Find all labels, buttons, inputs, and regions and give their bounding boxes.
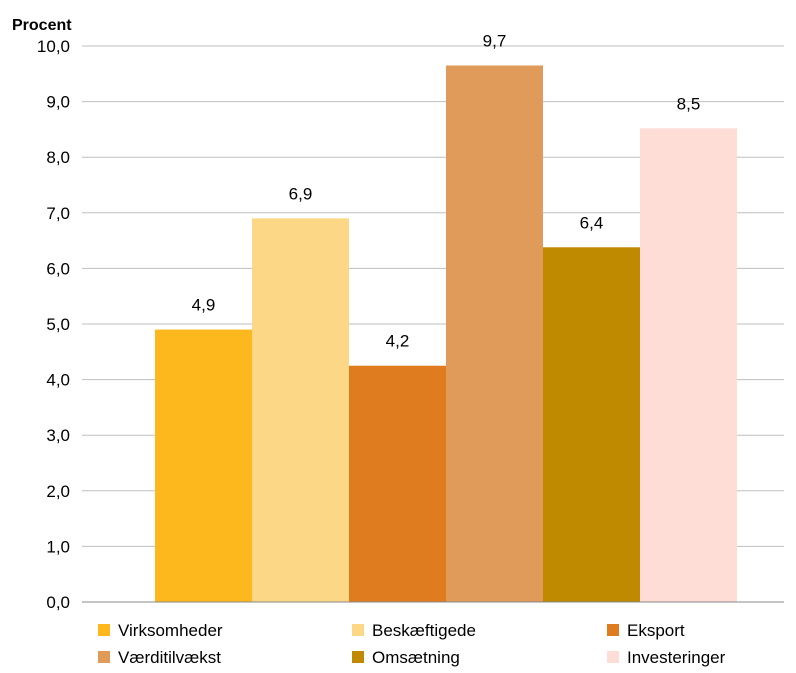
legend-swatch — [352, 651, 364, 663]
data-label: 6,4 — [580, 213, 604, 232]
data-labels: 4,9 6,9 4,2 9,7 6,4 8,5 — [192, 31, 701, 350]
data-label: 4,9 — [192, 296, 216, 315]
legend-swatch — [98, 651, 110, 663]
legend-label: Værditilvækst — [118, 648, 221, 667]
y-tick-label: 3,0 — [46, 426, 70, 445]
bar-værditilvækst — [446, 65, 543, 602]
legend-label: Omsætning — [372, 648, 460, 667]
bar-virksomheder — [155, 329, 252, 602]
data-label: 8,5 — [677, 94, 701, 113]
legend-label: Beskæftigede — [372, 621, 476, 640]
y-tick-label: 5,0 — [46, 315, 70, 334]
legend-swatch — [607, 651, 619, 663]
y-tick-label: 1,0 — [46, 537, 70, 556]
data-label: 9,7 — [483, 31, 507, 50]
legend-label: Eksport — [627, 621, 685, 640]
y-axis-ticks: 0,0 1,0 2,0 3,0 4,0 5,0 6,0 7,0 8,0 9,0 10,0 — [37, 37, 70, 612]
y-axis-label: Procent — [12, 17, 72, 34]
y-tick-label: 4,0 — [46, 371, 70, 390]
legend: Virksomheder Beskæftigede Eksport Værditilv… — [98, 621, 726, 667]
legend-swatch — [607, 624, 619, 636]
legend-label: Investeringer — [627, 648, 726, 667]
legend-swatch — [352, 624, 364, 636]
bar-omsætning — [543, 247, 640, 602]
y-tick-label: 9,0 — [46, 93, 70, 112]
legend-swatch — [98, 624, 110, 636]
bar-beskæftigede — [252, 218, 349, 603]
bar-eksport — [349, 365, 446, 602]
legend-label: Virksomheder — [118, 621, 223, 640]
y-tick-label: 8,0 — [46, 148, 70, 167]
y-tick-label: 0,0 — [46, 593, 70, 612]
y-tick-label: 7,0 — [46, 204, 70, 223]
bar-investeringer — [640, 128, 737, 602]
data-label: 6,9 — [289, 184, 313, 203]
y-tick-label: 6,0 — [46, 259, 70, 278]
y-tick-label: 2,0 — [46, 482, 70, 501]
y-tick-label: 10,0 — [37, 37, 70, 56]
data-label: 4,2 — [386, 332, 410, 351]
bars — [155, 65, 737, 603]
